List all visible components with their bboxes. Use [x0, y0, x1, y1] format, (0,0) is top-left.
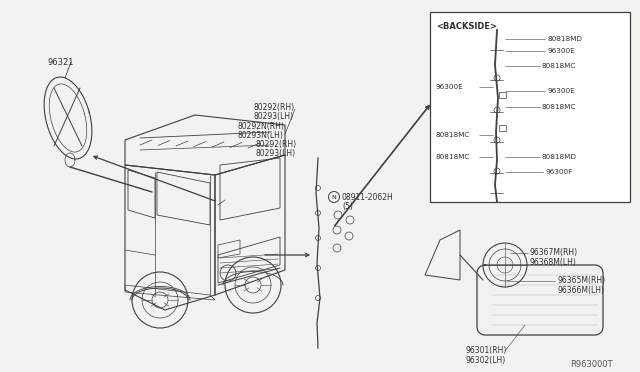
Text: 80818MD: 80818MD: [547, 36, 582, 42]
Text: 80293N(LH): 80293N(LH): [237, 131, 283, 140]
Text: 80818MC: 80818MC: [542, 104, 577, 110]
Text: 80818MC: 80818MC: [435, 154, 469, 160]
Bar: [499, 125, 506, 131]
Text: 96367M(RH): 96367M(RH): [530, 248, 578, 257]
Text: 80292(RH): 80292(RH): [255, 140, 296, 149]
Text: 96366M(LH): 96366M(LH): [557, 286, 604, 295]
Text: 80292N(RH): 80292N(RH): [237, 122, 284, 131]
Text: <BACKSIDE>: <BACKSIDE>: [436, 22, 497, 31]
Text: 96302(LH): 96302(LH): [465, 356, 505, 365]
Text: 96300E: 96300E: [435, 84, 463, 90]
Text: 80293(LH): 80293(LH): [253, 112, 293, 121]
Text: 80293(LH): 80293(LH): [255, 149, 295, 158]
Text: 96368M(LH): 96368M(LH): [530, 258, 577, 267]
Text: 96365M(RH): 96365M(RH): [557, 276, 605, 285]
Text: 96300E: 96300E: [547, 88, 575, 94]
Text: 96300F: 96300F: [545, 169, 572, 175]
Text: 96301(RH): 96301(RH): [465, 346, 506, 355]
Bar: [430, 12, 630, 202]
Text: (5): (5): [342, 202, 353, 211]
Text: 80818MD: 80818MD: [542, 154, 577, 160]
Text: 96300E: 96300E: [547, 48, 575, 54]
Bar: [499, 92, 506, 98]
Text: R963000T: R963000T: [570, 360, 612, 369]
Text: 08911-2062H: 08911-2062H: [342, 193, 394, 202]
Text: 96321: 96321: [47, 58, 74, 67]
Text: 80292(RH): 80292(RH): [253, 103, 294, 112]
Text: 80818MC: 80818MC: [435, 132, 469, 138]
Text: 80818MC: 80818MC: [542, 63, 577, 69]
Text: N: N: [331, 195, 336, 199]
